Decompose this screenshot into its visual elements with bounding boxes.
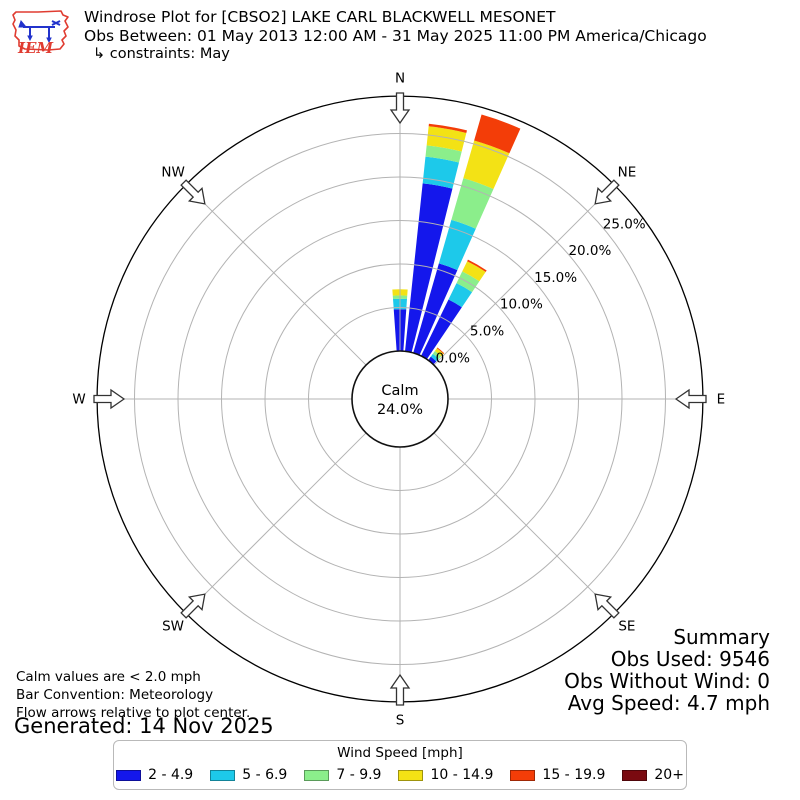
calm-circle [351, 350, 449, 448]
compass-label-n: N [395, 71, 405, 87]
iem-logo: IEM [12, 10, 69, 57]
convention-note: Bar Convention: Meteorology [16, 687, 214, 703]
footnotes: Calm values are < 2.0 mph Bar Convention… [16, 668, 250, 722]
wind-speed-legend: Wind Speed [mph] 2 - 4.9 5 - 6.9 7 - 9.9 10… [113, 740, 687, 790]
windrose-bar-segment [422, 156, 459, 189]
iowa-outline-icon [12, 10, 69, 51]
legend-label: 2 - 4.9 [148, 767, 194, 783]
windrose-bar-segment [436, 347, 445, 354]
summary-obs-used: Obs Used: 9546 [610, 647, 770, 671]
legend-item: 20+ [622, 767, 684, 783]
windrose-bar-segment [438, 219, 476, 271]
windrose-bar-segment [467, 259, 487, 272]
windrose-bar-segment [405, 183, 453, 353]
iem-logo-text: IEM [17, 39, 53, 57]
generated-timestamp: Generated: 14 Nov 2025 [14, 714, 274, 738]
ring-percent-label: 5.0% [470, 323, 504, 339]
windrose-bar-segment [432, 351, 442, 359]
summary-obs-without-wind: Obs Without Wind: 0 [564, 669, 770, 693]
header: Windrose Plot for [CBSO2] LAKE CARL BLAC… [84, 8, 707, 64]
windrose-bar-segment [426, 126, 467, 152]
constraints-line: ↳ constraints: May [93, 46, 230, 62]
windrose-bar-segment [413, 263, 458, 356]
ring-percent-label: 15.0% [534, 270, 577, 286]
legend-item: 7 - 9.9 [304, 767, 381, 783]
compass-label-ne: NE [618, 165, 637, 181]
ring-percent-label: 25.0% [603, 216, 646, 232]
compass-label-nw: NW [161, 165, 184, 181]
legend-item: 5 - 6.9 [210, 767, 287, 783]
calm-percent: 24.0% [377, 402, 423, 418]
ring-percent-label: 10.0% [500, 297, 543, 313]
legend-swatch [116, 769, 142, 781]
grid-spoke [433, 184, 615, 366]
windrose-bar-segment [430, 353, 439, 362]
legend-label: 10 - 14.9 [430, 767, 494, 783]
summary-avg-speed: Avg Speed: 4.7 mph [567, 691, 770, 715]
calm-note: Calm values are < 2.0 mph [16, 669, 201, 685]
legend-item: 2 - 4.9 [116, 767, 193, 783]
ring-percent-label: 20.0% [568, 243, 611, 259]
legend-item: 10 - 14.9 [398, 767, 493, 783]
grid-spoke [185, 184, 367, 366]
windrose-bar-segment [462, 261, 486, 282]
flow-arrow-icon [389, 92, 411, 125]
compass-label-w: W [72, 392, 85, 408]
flow-arrow-icon [594, 179, 620, 205]
flow-arrow-icon [93, 388, 126, 410]
flow-arrow-icon [594, 593, 620, 619]
legend-label: 15 - 19.9 [542, 767, 606, 783]
windrose-bar-segment [428, 356, 437, 365]
weather-vane-icon [18, 19, 61, 44]
compass-label-se: SE [618, 618, 635, 634]
plot-title: Windrose Plot for [CBSO2] LAKE CARL BLAC… [84, 8, 556, 26]
grid-spoke [433, 432, 615, 614]
windrose-bar-segment [448, 283, 473, 308]
flow-arrow-icon [389, 673, 411, 706]
legend-swatch [210, 769, 236, 781]
grid-spoke [185, 432, 367, 614]
windrose-bar-segment [425, 145, 462, 163]
compass-label-sw: SW [162, 618, 184, 634]
legend-label: 5 - 6.9 [242, 767, 288, 783]
legend-title: Wind Speed [mph] [337, 745, 463, 761]
legend-swatch [622, 769, 648, 781]
windrose-bar-segment [421, 299, 462, 360]
calm-label: Calm [381, 383, 418, 399]
legend-swatch [510, 769, 536, 781]
windrose-bar-segment [451, 178, 494, 229]
ring-percent-label: 0.0% [436, 350, 470, 366]
windrose-bar-segment [474, 114, 521, 154]
windrose-bar-segment [434, 348, 444, 357]
legend-swatch [398, 769, 424, 781]
compass-label-e: E [717, 392, 726, 408]
compass-label-s: S [396, 712, 405, 728]
windrose-bar-segment [428, 123, 467, 133]
legend-row: 2 - 4.9 5 - 6.9 7 - 9.9 10 - 14.9 15 - 19.9 2… [114, 767, 686, 783]
obs-between-line: Obs Between: 01 May 2013 12:00 AM - 31 M… [84, 26, 707, 45]
summary-block: Summary Obs Used: 9546 Obs Without Wind:… [564, 626, 770, 714]
legend-swatch [304, 769, 330, 781]
legend-label: 20+ [654, 767, 684, 783]
legend-label: 7 - 9.9 [336, 767, 382, 783]
flow-arrow-icon [674, 388, 707, 410]
flow-arrow-icon [180, 179, 206, 205]
flow-arrow-icon [180, 593, 206, 619]
summary-title: Summary [673, 625, 770, 649]
legend-item: 15 - 19.9 [510, 767, 605, 783]
arrows-note: Flow arrows relative to plot center. [16, 705, 251, 721]
